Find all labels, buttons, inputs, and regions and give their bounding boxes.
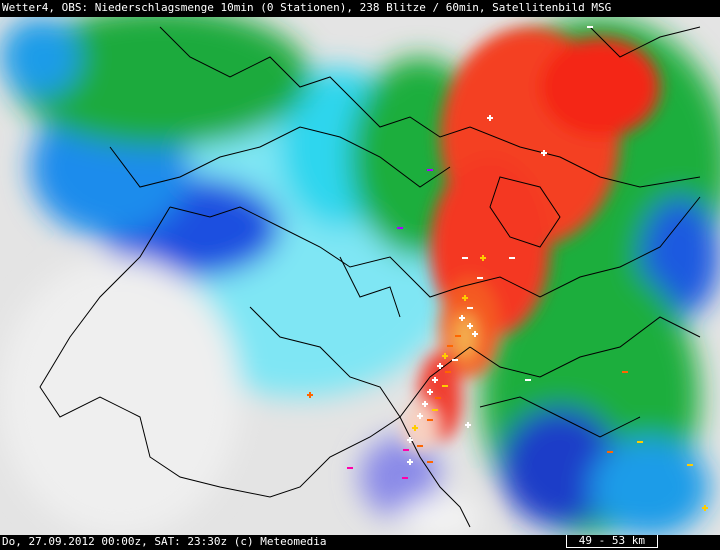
border-line: [479, 396, 641, 438]
scale-bar: 49 - 53 km: [565, 535, 658, 548]
strike-positive: [437, 363, 443, 369]
strike-positive: [465, 422, 471, 428]
border-line: [339, 256, 401, 318]
border-line: [109, 126, 451, 188]
strike-positive: [407, 459, 413, 465]
borders: [39, 26, 701, 528]
header-bar: Wetter4, OBS: Niederschlagsmenge 10min (…: [0, 0, 720, 17]
strike-positive: [427, 389, 433, 395]
strike-positive: [462, 295, 468, 301]
lightning-strikes: [307, 26, 708, 511]
border-line: [169, 196, 701, 298]
strike-positive: [407, 437, 413, 443]
strike-positive: [417, 413, 423, 419]
strike-positive: [442, 353, 448, 359]
strike-positive: [422, 401, 428, 407]
weather-map: [0, 17, 720, 535]
strike-positive: [459, 315, 465, 321]
border-line: [249, 306, 401, 418]
border-line: [399, 416, 471, 528]
strike-positive: [480, 255, 486, 261]
border-line: [39, 206, 471, 498]
strike-positive: [307, 392, 313, 398]
footer-bar: Do, 27.09.2012 00:00z, SAT: 23:30z (c) M…: [0, 535, 720, 550]
border-line: [589, 26, 701, 58]
footer-info: Do, 27.09.2012 00:00z, SAT: 23:30z (c) M…: [2, 535, 327, 548]
border-line: [489, 176, 561, 248]
strike-positive: [487, 115, 493, 121]
border-line: [159, 26, 701, 188]
strike-positive: [702, 505, 708, 511]
strike-positive: [472, 331, 478, 337]
header-title: Wetter4, OBS: Niederschlagsmenge 10min (…: [2, 1, 612, 14]
heavy-precipitation: [402, 27, 660, 452]
strike-positive: [432, 377, 438, 383]
strike-positive: [541, 150, 547, 156]
strike-positive: [412, 425, 418, 431]
strike-positive: [467, 323, 473, 329]
border-line: [469, 316, 701, 378]
